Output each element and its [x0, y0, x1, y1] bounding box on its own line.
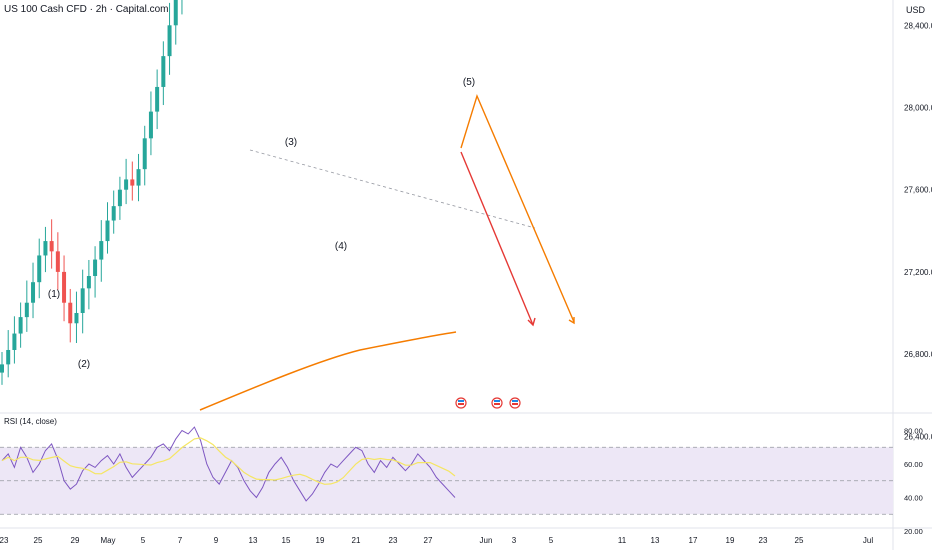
price-tick: 28,400.0: [904, 21, 932, 30]
projection-path-red: [460, 151, 534, 326]
candle-body: [74, 313, 79, 324]
time-tick: 23: [0, 536, 9, 545]
candle-body: [31, 282, 36, 303]
flag-stripe: [458, 403, 464, 405]
time-tick: 5: [141, 536, 146, 545]
flag-stripe: [494, 400, 500, 402]
price-tick: 28,000.0: [904, 104, 932, 113]
time-tick: 13: [651, 536, 660, 545]
candle-body: [49, 241, 54, 252]
rsi-tick: 20.00: [904, 527, 923, 536]
wave-label: (4): [335, 241, 347, 252]
time-tick: 25: [34, 536, 43, 545]
time-tick: Jun: [480, 536, 493, 545]
time-tick: 19: [316, 536, 325, 545]
candle-body: [111, 206, 116, 221]
wave-label: (3): [285, 137, 297, 148]
trend-line: [249, 149, 536, 229]
flag-stripe: [512, 400, 518, 402]
time-tick: 27: [424, 536, 433, 545]
wave-label: (5): [463, 77, 475, 88]
candle-body: [93, 259, 98, 277]
time-tick: 23: [759, 536, 768, 545]
candle-body: [99, 241, 104, 260]
time-tick: 13: [249, 536, 258, 545]
arrowhead-orange: [568, 317, 575, 325]
candle-body: [6, 349, 11, 365]
candle-body: [24, 302, 29, 318]
arrowhead-red: [527, 317, 536, 327]
wave-label: (2): [78, 359, 90, 370]
candle-body: [18, 317, 23, 334]
candle-body: [86, 276, 91, 289]
time-tick: 21: [352, 536, 361, 545]
time-tick: 25: [795, 536, 804, 545]
candle-body: [80, 288, 85, 313]
candle-body: [43, 241, 48, 256]
projection-path-orange: [460, 93, 575, 323]
time-tick: 9: [214, 536, 219, 545]
chart-title: US 100 Cash CFD · 2h · Capital.com: [4, 4, 169, 15]
candle-body: [167, 25, 172, 57]
time-tick: 5: [549, 536, 554, 545]
candle-body: [136, 169, 141, 186]
rsi-line: [1, 426, 456, 502]
flag-stripe: [458, 400, 464, 402]
rsi-tick: 60.00: [904, 460, 923, 469]
moving-average-line: [199, 331, 457, 411]
time-tick: May: [100, 536, 115, 545]
time-tick: 3: [512, 536, 517, 545]
rsi-tick: 80.00: [904, 427, 923, 436]
currency-label: USD: [906, 5, 926, 15]
candles: [0, 0, 183, 385]
time-tick: 11: [618, 536, 627, 545]
time-tick: 29: [71, 536, 80, 545]
candle-body: [12, 333, 17, 350]
candle-body: [142, 138, 147, 170]
candle-body: [55, 251, 60, 272]
price-tick: 26,400.0: [904, 432, 932, 441]
candle-body: [130, 179, 135, 186]
candle-body: [161, 56, 166, 87]
time-tick: Jul: [863, 536, 873, 545]
flag-stripe: [512, 403, 518, 405]
candle-body: [117, 189, 122, 207]
flag-stripe: [494, 403, 500, 405]
candle-body: [105, 220, 110, 242]
candle-body: [68, 302, 73, 324]
time-tick: 23: [389, 536, 398, 545]
rsi-title: RSI (14, close): [4, 417, 57, 426]
candle-body: [0, 364, 4, 373]
time-tick: 7: [178, 536, 183, 545]
price-tick: 26,800.0: [904, 350, 932, 359]
candle-body: [124, 179, 129, 190]
rsi-tick: 40.00: [904, 494, 923, 503]
candle-body: [37, 255, 42, 283]
candle-body: [155, 86, 160, 112]
candle-body: [173, 0, 178, 26]
wave-label: (1): [48, 289, 60, 300]
rsi-ma-line: [1, 437, 456, 485]
candle-body: [62, 271, 67, 303]
price-tick: 27,200.0: [904, 268, 932, 277]
price-tick: 27,600.0: [904, 186, 932, 195]
time-tick: 15: [282, 536, 291, 545]
time-tick: 17: [689, 536, 698, 545]
time-tick: 19: [726, 536, 735, 545]
candle-body: [148, 111, 153, 139]
